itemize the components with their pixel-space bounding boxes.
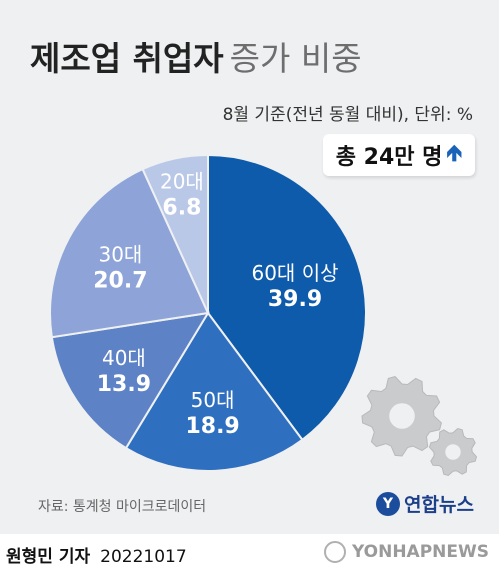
publish-date: 20221017	[100, 547, 187, 567]
slice-label-60s-plus: 60대 이상	[251, 261, 338, 285]
slice-value-20s: 6.8	[162, 196, 201, 221]
slice-value-30s: 20.7	[93, 269, 147, 294]
gear-icon	[361, 376, 478, 477]
pie-slice-30s	[49, 167, 210, 339]
watermark-icon	[323, 541, 346, 563]
watermark: YONHAPNEWS	[323, 541, 489, 563]
yonhap-logo-icon: Y	[376, 491, 400, 516]
gear-icon-2	[428, 427, 478, 477]
slice-label-30s: 30대	[98, 243, 142, 267]
yonhap-logo: Y 연합뉴스	[376, 490, 474, 517]
chart-subtitle: 8월 기준(전년 동월 대비), 단위: %	[222, 105, 473, 125]
slice-value-60s-plus: 39.9	[268, 287, 322, 312]
total-callout-text: 총 24만 명	[335, 145, 443, 170]
byline: 원형민 기자 20221017	[6, 542, 187, 567]
chart-title: 제조업 취업자 증가 비중	[30, 32, 362, 80]
source-note: 자료: 통계청 마이크로데이터	[38, 499, 207, 515]
slice-label-40s: 40대	[102, 346, 146, 370]
slice-value-40s: 13.9	[97, 372, 151, 397]
watermark-text: YONHAPNEWS	[351, 542, 489, 562]
total-callout: 총 24만 명 🡹	[323, 134, 475, 176]
title-light: 증가 비중	[229, 39, 362, 78]
logo-text: 연합뉴스	[404, 494, 474, 516]
pie-slice-50s	[124, 311, 304, 472]
pie-slice-60s-plus	[207, 153, 367, 442]
title-bold: 제조업 취업자	[30, 39, 224, 78]
slice-value-50s: 18.9	[185, 414, 239, 439]
author-name: 원형민 기자	[6, 547, 91, 567]
up-arrow-icon: 🡹	[446, 141, 463, 166]
slice-label-50s: 50대	[191, 388, 235, 412]
pie-slice-40s	[50, 311, 210, 450]
slice-label-20s: 20대	[160, 170, 204, 194]
pie-slice-20s	[141, 153, 209, 314]
gear-icon-1	[361, 376, 442, 457]
